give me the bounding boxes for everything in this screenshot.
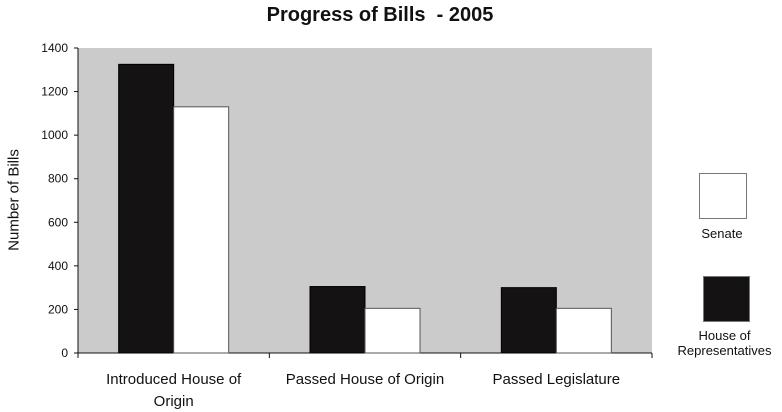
bar-senate [173,106,230,354]
bar-house-of-representatives [309,286,366,354]
y-tick-label: 800 [48,172,68,186]
chart-title: Progress of Bills - 2005 [266,4,494,26]
legend-label-line: Representatives [677,343,772,358]
bar-senate [555,307,612,354]
bar-house-of-representatives [118,63,175,354]
legend-label-line: House of [698,328,751,343]
y-tick-label: 1400 [41,41,68,55]
bar-house-of-representatives [500,287,557,354]
x-category-label: Origin [154,393,194,410]
legend-house-label: House of Representatives [667,328,782,358]
x-category-label: Passed House of Origin [286,371,444,388]
legend-label-line: Senate [701,226,743,241]
legend-senate-label: Senate [672,226,772,241]
x-category-label: Introduced House of [106,371,242,388]
legend-senate-swatch [699,173,747,219]
y-tick-label: 600 [48,215,68,229]
legend-house-swatch [703,276,750,322]
y-tick-label: 400 [48,259,68,273]
bar-senate [364,307,421,354]
x-category-label: Passed Legislature [493,371,621,388]
y-tick-label: 1200 [41,85,68,99]
y-tick-label: 0 [61,346,68,360]
y-tick-label: 1000 [41,128,68,142]
y-tick-label: 200 [48,302,68,316]
